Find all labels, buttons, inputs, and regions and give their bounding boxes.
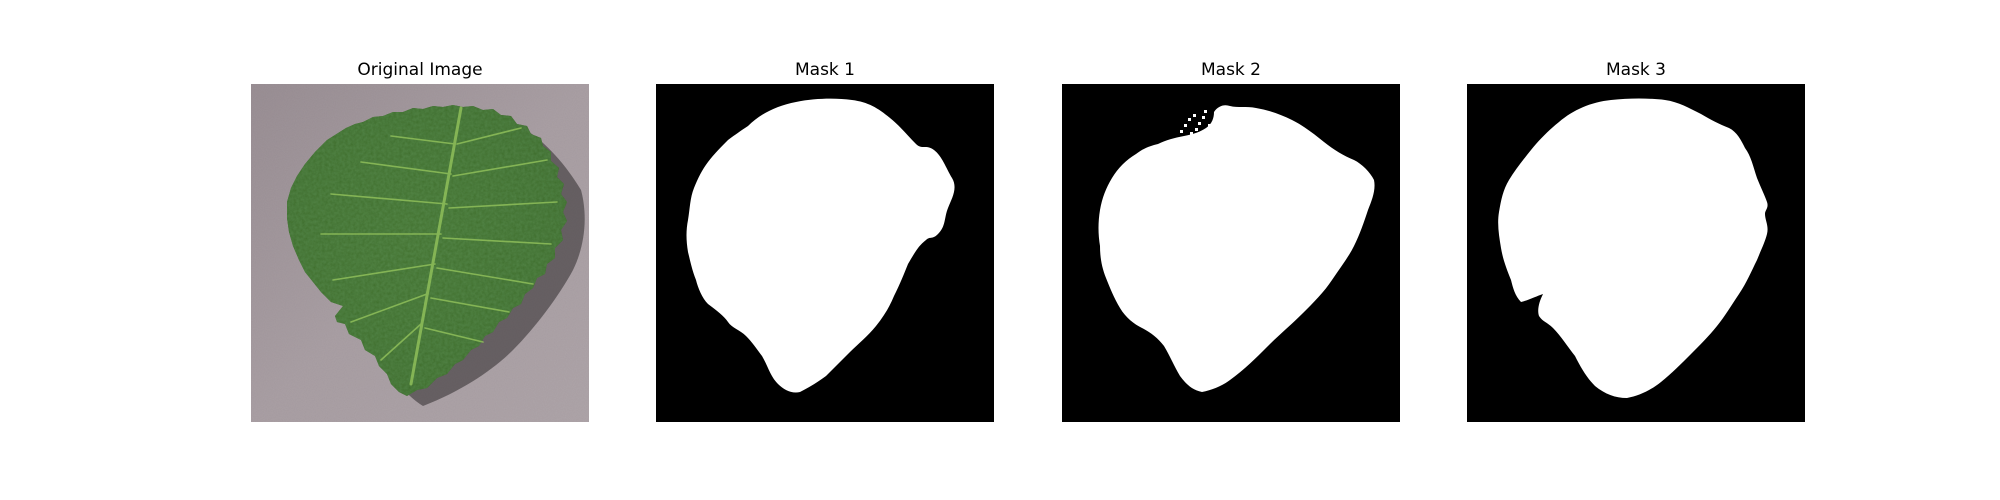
original-leaf-photo [251,84,589,422]
mask-3-shape [1498,98,1768,398]
mask-1-image [656,84,994,422]
mask-2-noise [1180,110,1211,135]
mask-3-image [1467,84,1805,422]
panel-title: Mask 2 [1200,60,1261,80]
panel-title: Mask 3 [1605,60,1666,80]
mask-2-image [1062,84,1400,422]
leaf-veins [320,106,558,386]
panel-title: Original Image [357,60,483,80]
panel-title: Mask 1 [794,60,855,80]
mask-1-shape [686,98,955,393]
mask-2-shape [1098,105,1375,392]
